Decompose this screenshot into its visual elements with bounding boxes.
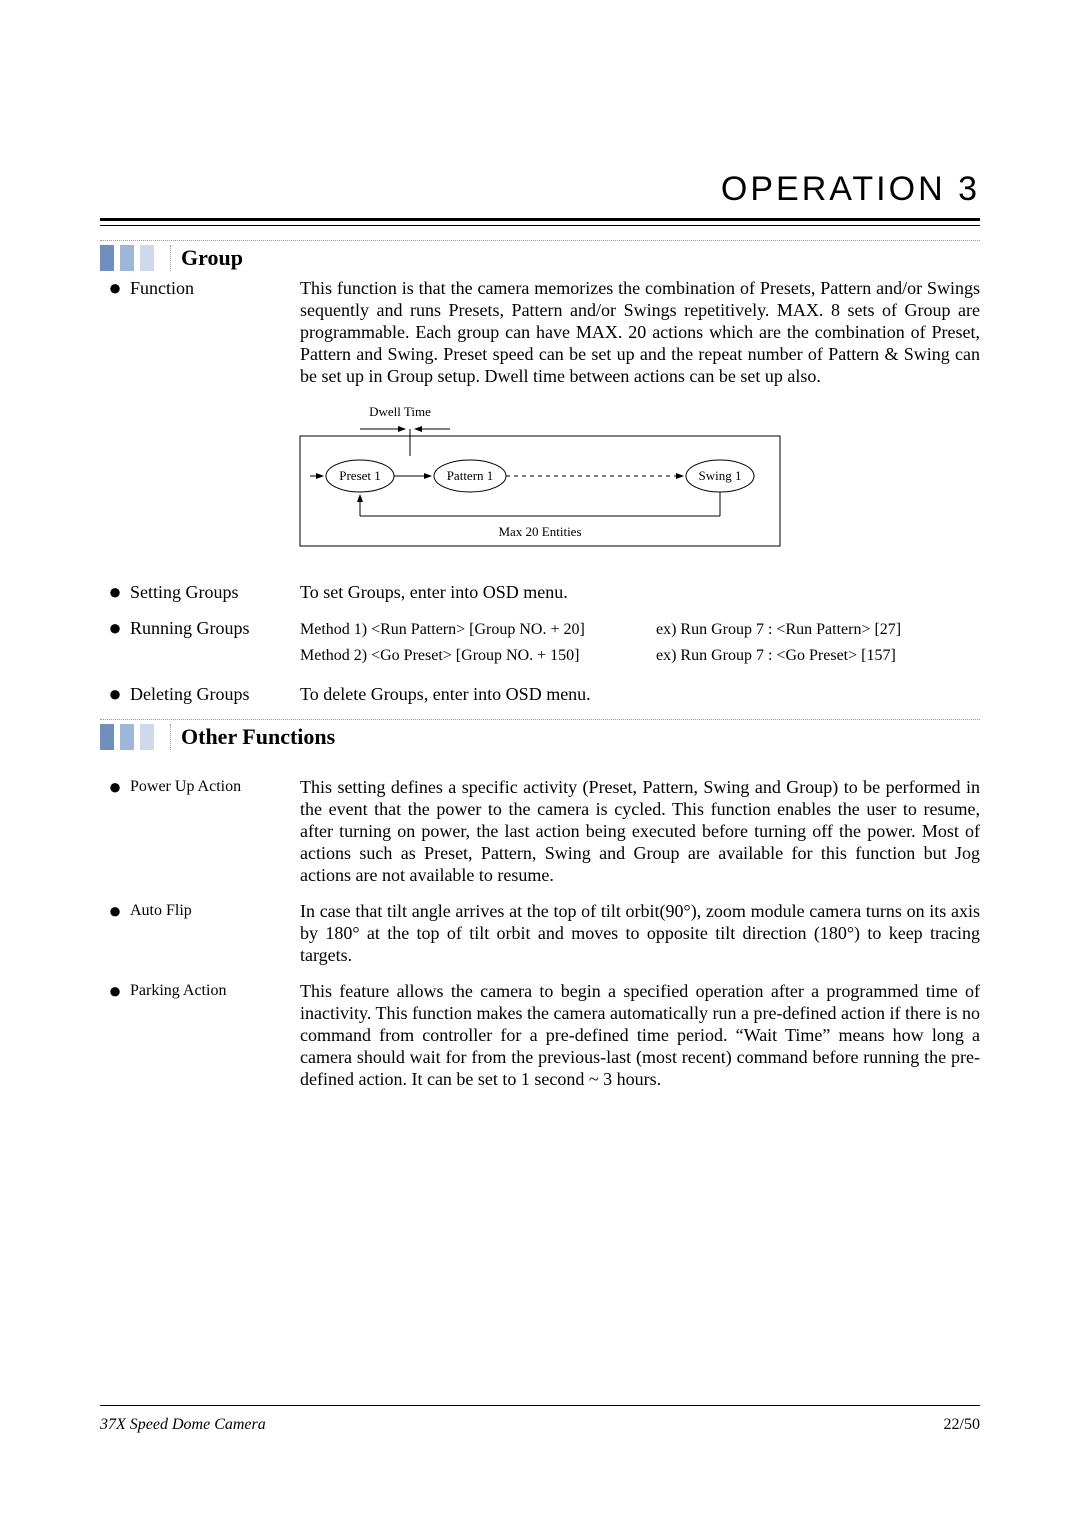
label-deleting: Deleting Groups: [130, 683, 300, 705]
title-rule-thick: [100, 218, 980, 221]
bullet-icon: ●: [100, 683, 130, 705]
running-methods: Method 1) <Run Pattern> [Group NO. + 20]…: [300, 617, 640, 669]
diagram-svg: Dwell Time Preset 1 Pattern 1 Swing 1: [290, 401, 790, 556]
section-header-group: Group: [100, 240, 980, 271]
desc-setting: To set Groups, enter into OSD menu.: [300, 581, 980, 603]
label-running: Running Groups: [130, 617, 300, 639]
diagram-caption: Max 20 Entities: [498, 524, 581, 539]
section-decor-bars: [100, 245, 160, 271]
running-ex1: ex) Run Group 7 : <Run Pattern> [27]: [656, 617, 980, 643]
section-header-other: Other Functions: [100, 719, 980, 750]
diagram-node-swing: Swing 1: [699, 468, 742, 483]
group-diagram: Dwell Time Preset 1 Pattern 1 Swing 1: [290, 401, 790, 561]
bullet-icon: ●: [100, 581, 130, 603]
content: Group ● Function This function is that t…: [100, 240, 980, 1090]
bullet-icon: ●: [100, 980, 130, 1002]
bullet-icon: ●: [100, 776, 130, 798]
bullet-icon: ●: [100, 900, 130, 922]
bullet-icon: ●: [100, 277, 130, 299]
running-method1: Method 1) <Run Pattern> [Group NO. + 20]: [300, 617, 640, 643]
running-examples: ex) Run Group 7 : <Run Pattern> [27] ex)…: [640, 617, 980, 669]
desc-deleting: To delete Groups, enter into OSD menu.: [300, 683, 980, 705]
footer-left: 37X Speed Dome Camera: [100, 1416, 266, 1434]
diagram-node-preset: Preset 1: [339, 468, 381, 483]
title-rule-thin: [100, 225, 980, 226]
label-setting: Setting Groups: [130, 581, 300, 603]
row-setting-groups: ● Setting Groups To set Groups, enter in…: [100, 581, 980, 603]
desc-parking: This feature allows the camera to begin …: [300, 980, 980, 1090]
row-running-groups: ● Running Groups Method 1) <Run Pattern>…: [100, 617, 980, 669]
bullet-icon: ●: [100, 617, 130, 639]
section-decor-bars: [100, 724, 160, 750]
label-function: Function: [130, 277, 300, 299]
label-powerup: Power Up Action: [130, 776, 300, 798]
diagram-dwell-label: Dwell Time: [369, 404, 431, 419]
page-footer: 37X Speed Dome Camera 22/50: [100, 1405, 980, 1434]
section-title-other: Other Functions: [170, 724, 335, 750]
row-parking: ● Parking Action This feature allows the…: [100, 980, 980, 1090]
label-parking: Parking Action: [130, 980, 300, 1002]
row-powerup: ● Power Up Action This setting defines a…: [100, 776, 980, 886]
desc-powerup: This setting defines a specific activity…: [300, 776, 980, 886]
page: OPERATION 3 Group ● Function This functi…: [0, 0, 1080, 1534]
page-title: OPERATION 3: [721, 170, 980, 209]
section-title-group: Group: [170, 245, 243, 271]
diagram-node-pattern: Pattern 1: [447, 468, 494, 483]
running-ex2: ex) Run Group 7 : <Go Preset> [157]: [656, 643, 980, 669]
running-method2: Method 2) <Go Preset> [Group NO. + 150]: [300, 643, 640, 669]
row-function: ● Function This function is that the cam…: [100, 277, 980, 387]
label-autoflip: Auto Flip: [130, 900, 300, 922]
row-deleting-groups: ● Deleting Groups To delete Groups, ente…: [100, 683, 980, 705]
desc-autoflip: In case that tilt angle arrives at the t…: [300, 900, 980, 966]
desc-function: This function is that the camera memoriz…: [300, 277, 980, 387]
footer-page-number: 22/50: [944, 1416, 980, 1434]
row-autoflip: ● Auto Flip In case that tilt angle arri…: [100, 900, 980, 966]
